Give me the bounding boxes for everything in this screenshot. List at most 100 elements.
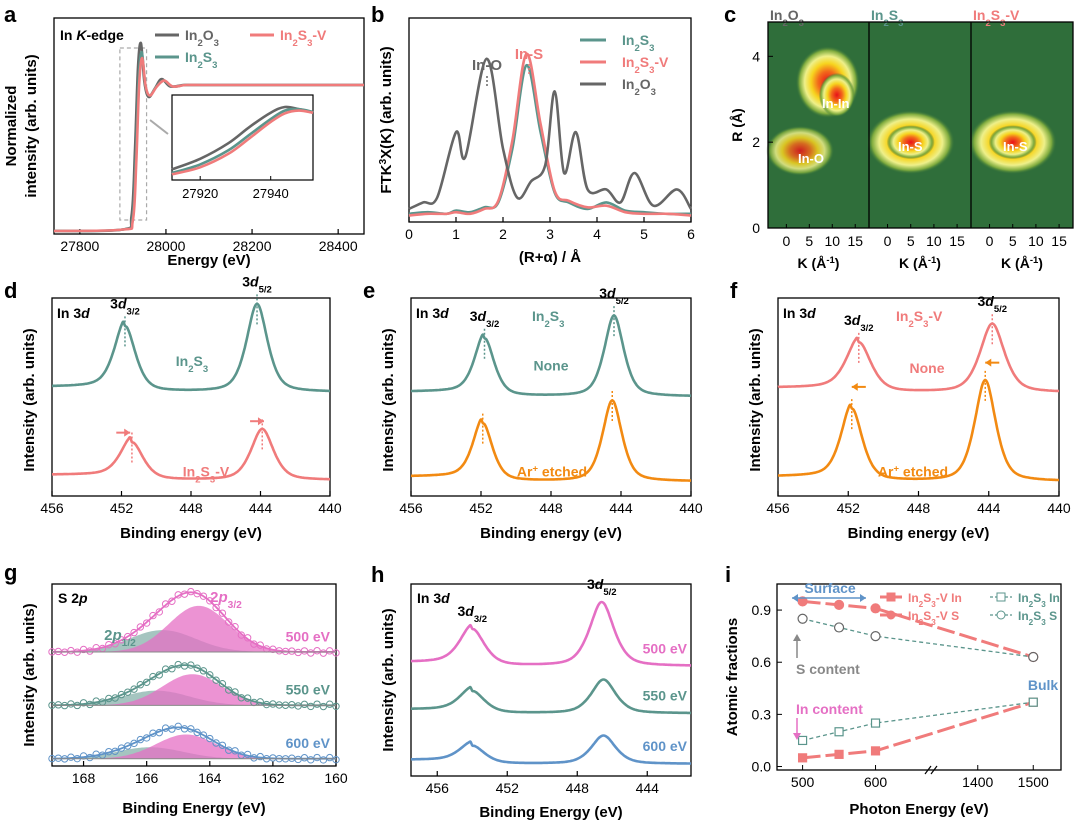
data-marker xyxy=(870,631,881,642)
panel-letter: i xyxy=(725,562,731,587)
x-tick-label: 444 xyxy=(609,500,633,516)
x-axis-label: Binding Energy (eV) xyxy=(479,804,622,821)
data-point xyxy=(117,690,126,699)
x-tick-label: 440 xyxy=(318,500,342,516)
data-point xyxy=(168,665,176,673)
data-point xyxy=(212,676,220,684)
peak-label: 2p1/2 xyxy=(104,627,136,649)
x-tick-label: 28400 xyxy=(319,238,358,254)
data-point xyxy=(193,664,201,672)
x-tick-label: 600 xyxy=(864,774,888,790)
y-tick-label: 0.3 xyxy=(752,706,772,722)
x-tick-label: 160 xyxy=(324,770,348,786)
subplot-title: In2S3 xyxy=(871,7,903,29)
series-label: In2S3-V xyxy=(183,464,230,486)
data-point xyxy=(300,754,309,762)
data-point xyxy=(199,667,208,675)
legend-label: In2S3-V xyxy=(622,54,669,76)
x-tick-label: 0 xyxy=(405,226,413,242)
data-point xyxy=(199,592,208,600)
series-line xyxy=(777,378,1059,482)
chart-title: In 3d xyxy=(416,305,449,321)
legend-label: In2O3 xyxy=(622,76,656,98)
panel-letter: a xyxy=(4,2,17,27)
series-line xyxy=(53,56,364,233)
shift-arrowhead xyxy=(257,417,264,426)
data-point xyxy=(193,589,201,598)
component-fill-2p12 xyxy=(52,747,336,759)
panel-d: d 456 452 448 444 440 Binding energy (eV) Inten… xyxy=(4,273,342,542)
data-marker xyxy=(833,622,845,633)
x-tick-label: 10 xyxy=(824,233,840,249)
legend-label: In2S3 S xyxy=(1018,609,1057,627)
y-axis-label: Intensity (arb. units) xyxy=(747,328,764,471)
legend-marker xyxy=(996,592,1006,602)
series-label: 500 eV xyxy=(643,640,688,656)
x-axis-label: Binding energy (eV) xyxy=(480,525,622,542)
axes-frame xyxy=(410,583,692,777)
x-tick-label: 1400 xyxy=(962,774,993,790)
legend-marker xyxy=(996,610,1006,620)
y-tick-label: 2 xyxy=(752,134,760,150)
data-point xyxy=(256,641,264,649)
data-point xyxy=(325,753,334,762)
data-point xyxy=(193,728,201,737)
heat-blob-core xyxy=(818,72,855,117)
chart-subtitle: In2S3 xyxy=(532,308,564,330)
panel-a: a 27800 28000 28200 28400 Energy (eV) Normaliz… xyxy=(3,2,365,269)
y-axis-label: Normalized xyxy=(3,86,20,167)
chart-title: In 3d xyxy=(783,305,816,321)
data-point xyxy=(130,739,138,748)
chart-title: S 2p xyxy=(58,590,88,606)
x-tick-label: 28200 xyxy=(233,238,272,254)
data-point xyxy=(187,587,195,596)
x-axis-label: Binding Energy (eV) xyxy=(122,800,265,817)
chart-title: In 3d xyxy=(417,590,450,606)
x-tick-label: 5 xyxy=(805,233,813,249)
data-point xyxy=(155,608,163,616)
series-line xyxy=(408,52,692,217)
data-point xyxy=(124,742,132,750)
annotation-in-o: In-O xyxy=(472,57,502,74)
data-marker xyxy=(833,599,845,610)
panel-letter: b xyxy=(371,2,384,27)
y-axis-label: Intensity (arb. units) xyxy=(380,328,397,471)
x-tick-label: 3 xyxy=(546,226,554,242)
x-axis-label: K (Å-1) xyxy=(899,255,941,272)
data-point xyxy=(307,702,315,711)
series-label: None xyxy=(910,360,945,376)
x-tick-label: 1 xyxy=(452,226,460,242)
x-tick-label: 452 xyxy=(496,780,520,796)
legend-label: In2S3 In xyxy=(1018,591,1060,609)
data-point xyxy=(111,640,119,648)
data-point xyxy=(313,700,321,708)
x-tick-label: 15 xyxy=(847,233,863,249)
data-point xyxy=(142,678,151,686)
heat-blob xyxy=(766,125,835,176)
data-point xyxy=(86,753,94,762)
series-line xyxy=(410,399,691,482)
axis-break xyxy=(930,765,938,775)
x-tick-label: 456 xyxy=(399,500,423,516)
x-tick-label: 444 xyxy=(636,780,660,796)
data-point xyxy=(168,597,176,605)
series-line xyxy=(411,314,691,398)
x-axis-label: K (Å-1) xyxy=(798,255,840,272)
data-marker xyxy=(834,749,844,759)
zoom-arrow xyxy=(149,119,169,135)
legend-label: In2S3-V In xyxy=(908,591,962,609)
data-point xyxy=(243,750,252,759)
x-axis-label: Binding energy (eV) xyxy=(120,525,262,542)
x-tick-label: 5 xyxy=(640,226,648,242)
data-point xyxy=(117,744,126,752)
panel-letter: h xyxy=(371,562,384,587)
x-tick-label: 0 xyxy=(884,233,892,249)
subplot-title: In2S3-V xyxy=(973,7,1020,29)
data-point xyxy=(136,681,145,689)
y-tick-label: 0.0 xyxy=(752,759,772,775)
data-point xyxy=(325,700,334,708)
shift-arrowhead xyxy=(124,428,131,437)
axes-frame xyxy=(53,17,365,235)
x-tick-label: 0 xyxy=(986,233,994,249)
data-point xyxy=(142,734,151,742)
